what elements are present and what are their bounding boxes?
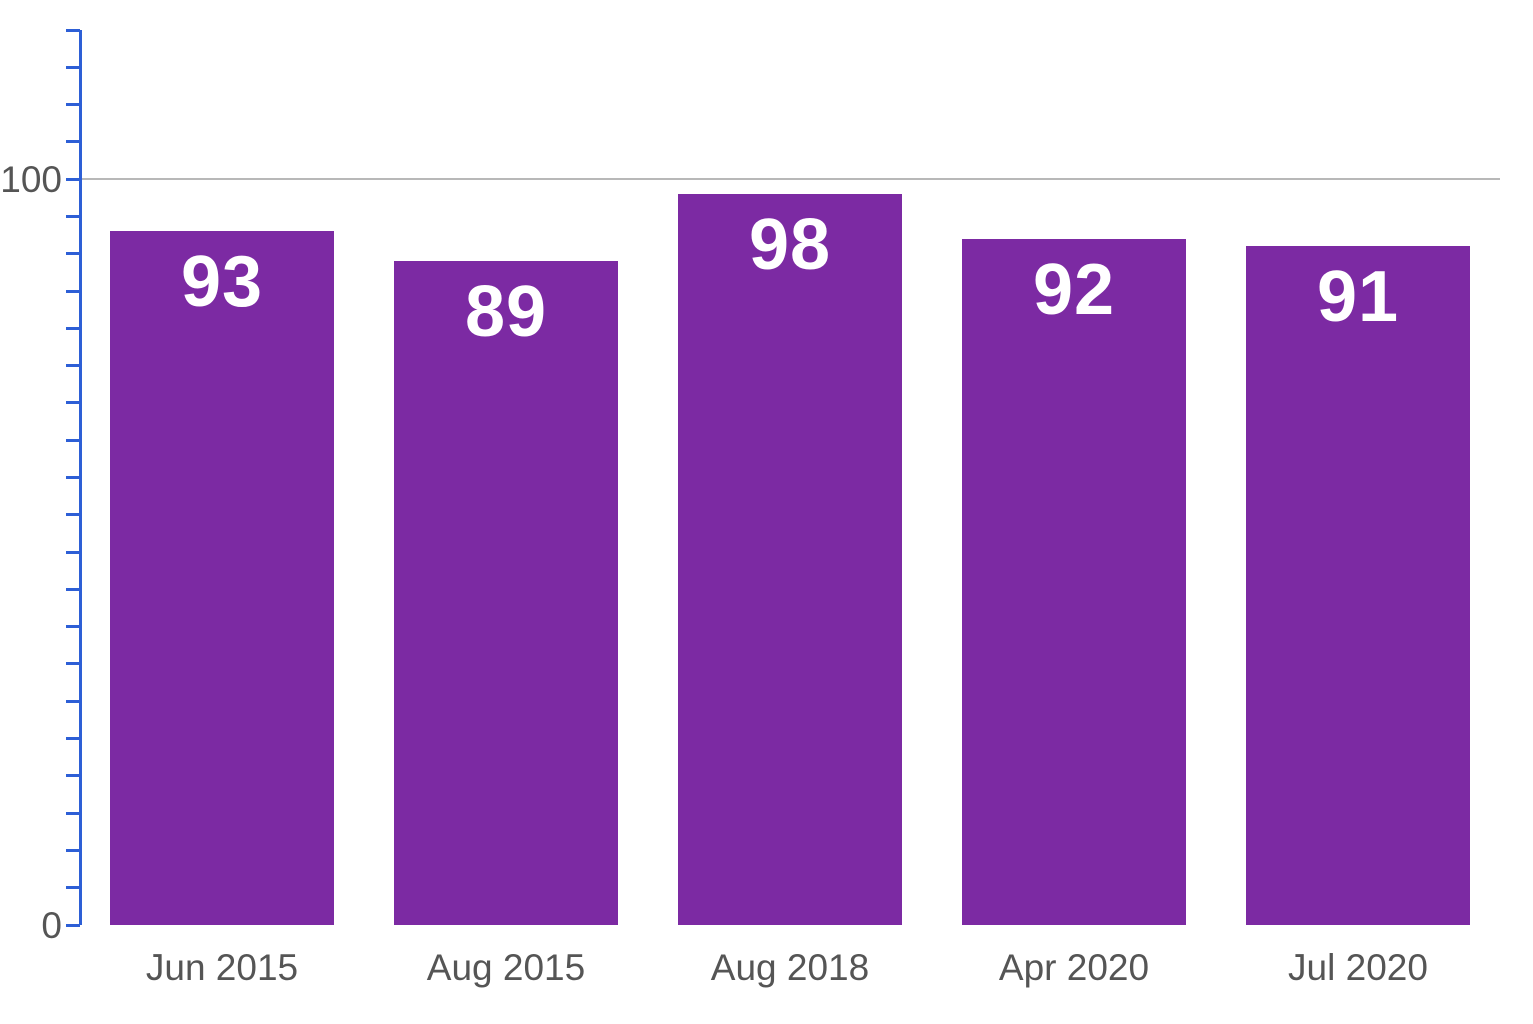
bar-value-label: 91 [1246, 256, 1470, 338]
y-axis-label: 100 [0, 159, 62, 201]
bar [962, 239, 1186, 925]
bar-value-label: 89 [394, 271, 618, 353]
bar-chart: 93 Jun 2015 89 Aug 2015 98 Aug 2018 92 Apr 2020… [0, 0, 1533, 1024]
y-axis-tick [66, 849, 80, 852]
y-axis-tick [66, 364, 80, 367]
bar-value-label: 92 [962, 249, 1186, 331]
y-axis-tick [66, 66, 80, 69]
bar-value-label: 93 [110, 241, 334, 323]
x-axis-label: Jun 2015 [80, 947, 364, 989]
x-axis-label: Aug 2018 [648, 947, 932, 989]
x-axis-label: Aug 2015 [364, 947, 648, 989]
y-axis-tick [66, 215, 80, 218]
bar [110, 231, 334, 925]
y-axis-tick [66, 513, 80, 516]
y-axis-tick [66, 401, 80, 404]
y-axis-tick [66, 812, 80, 815]
y-axis-tick [66, 625, 80, 628]
y-axis-tick [66, 774, 80, 777]
x-axis-label: Apr 2020 [932, 947, 1216, 989]
y-axis-tick [66, 29, 80, 32]
y-axis-tick [66, 178, 80, 181]
y-axis-tick [66, 588, 80, 591]
x-axis-label: Jul 2020 [1216, 947, 1500, 989]
y-axis-tick [66, 662, 80, 665]
y-axis-tick [66, 737, 80, 740]
y-axis-tick [66, 439, 80, 442]
y-axis-tick [66, 886, 80, 889]
y-axis-tick [66, 252, 80, 255]
y-axis-tick [66, 924, 80, 927]
y-axis-label: 0 [0, 905, 62, 947]
y-axis-tick [66, 700, 80, 703]
bar [394, 261, 618, 925]
y-axis-tick [66, 476, 80, 479]
y-axis-tick [66, 103, 80, 106]
bar-value-label: 98 [678, 204, 902, 286]
y-axis-tick [66, 290, 80, 293]
bar [1246, 246, 1470, 925]
y-axis-tick [66, 551, 80, 554]
bar [678, 194, 902, 925]
y-axis-tick [66, 327, 80, 330]
gridline [80, 178, 1500, 180]
y-axis-tick [66, 140, 80, 143]
